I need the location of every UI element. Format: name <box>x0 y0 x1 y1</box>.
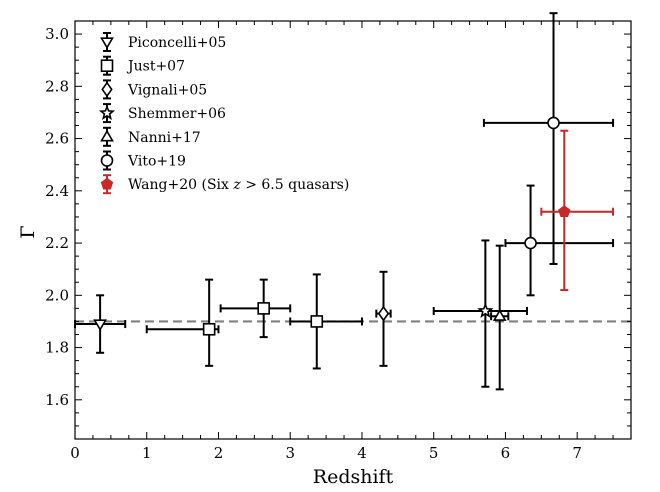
legend-label: Vito+19 <box>127 154 186 170</box>
y-tick-label: 2.0 <box>45 286 69 304</box>
x-tick-label: 5 <box>429 444 439 462</box>
x-tick-label: 4 <box>357 444 367 462</box>
data-point-group <box>145 278 220 367</box>
legend-label: Piconcelli+05 <box>128 35 226 51</box>
y-tick-label: 2.4 <box>45 182 69 200</box>
legend-marker <box>98 104 116 120</box>
legend-label: Nanni+17 <box>128 130 201 146</box>
legend-label: Shemmer+06 <box>128 106 226 122</box>
x-tick-label: 3 <box>285 444 295 462</box>
legend-marker <box>101 81 113 98</box>
y-tick-label: 1.6 <box>45 391 69 409</box>
legend-label: Vignali+05 <box>127 82 207 98</box>
data-point-marker <box>93 319 108 332</box>
legend-item: Vito+19 <box>100 150 186 171</box>
data-point-group <box>540 129 615 292</box>
data-point-marker <box>202 322 216 336</box>
legend-marker <box>100 37 114 50</box>
legend-marker <box>100 129 114 142</box>
data-point-marker <box>558 205 571 217</box>
y-tick-label: 3.0 <box>45 25 69 43</box>
legend-item: Wang+20 (Six z > 6.5 quasars) <box>100 174 349 195</box>
x-axis-label: Redshift <box>313 466 394 488</box>
data-point-group <box>219 278 292 339</box>
data-point-group <box>289 273 363 370</box>
y-tick-label: 2.6 <box>45 130 69 148</box>
data-point-group <box>375 270 392 367</box>
x-tick-label: 1 <box>142 444 152 462</box>
legend-label: Just+07 <box>126 59 185 75</box>
data-point-marker <box>257 302 270 315</box>
data-point-marker <box>477 302 494 318</box>
y-tick-label: 2.8 <box>45 77 69 95</box>
data-point-marker <box>547 116 560 130</box>
legend-label: Wang+20 (Six z > 6.5 quasars) <box>128 177 349 193</box>
data-point-group <box>432 239 528 388</box>
y-tick-label: 2.2 <box>45 234 69 252</box>
x-tick-label: 2 <box>214 444 224 462</box>
legend-item: Just+07 <box>100 55 185 76</box>
legend-item: Shemmer+06 <box>98 103 226 124</box>
data-point-group <box>74 294 127 354</box>
data-point-group <box>482 12 615 265</box>
x-tick-label: 7 <box>572 444 582 462</box>
x-tick-label: 0 <box>70 444 80 462</box>
data-point-marker <box>310 315 324 328</box>
data-point-marker <box>524 236 537 250</box>
legend-marker <box>100 154 114 167</box>
x-tick-label: 6 <box>501 444 511 462</box>
legend-item: Vignali+05 <box>101 79 207 100</box>
y-axis-label: Γ <box>17 225 39 238</box>
data-point-marker <box>377 305 390 322</box>
data-point-group <box>504 184 615 297</box>
data-point-group <box>490 244 510 391</box>
legend-item: Nanni+17 <box>100 126 201 147</box>
legend-item: Piconcelli+05 <box>100 32 226 52</box>
legend-marker <box>100 177 114 190</box>
legend-marker <box>100 59 114 73</box>
y-tick-label: 1.8 <box>45 339 69 357</box>
data-point-marker <box>492 309 507 321</box>
